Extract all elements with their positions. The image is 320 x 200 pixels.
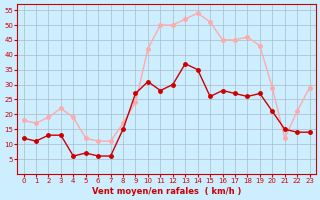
- X-axis label: Vent moyen/en rafales  ( km/h ): Vent moyen/en rafales ( km/h ): [92, 187, 241, 196]
